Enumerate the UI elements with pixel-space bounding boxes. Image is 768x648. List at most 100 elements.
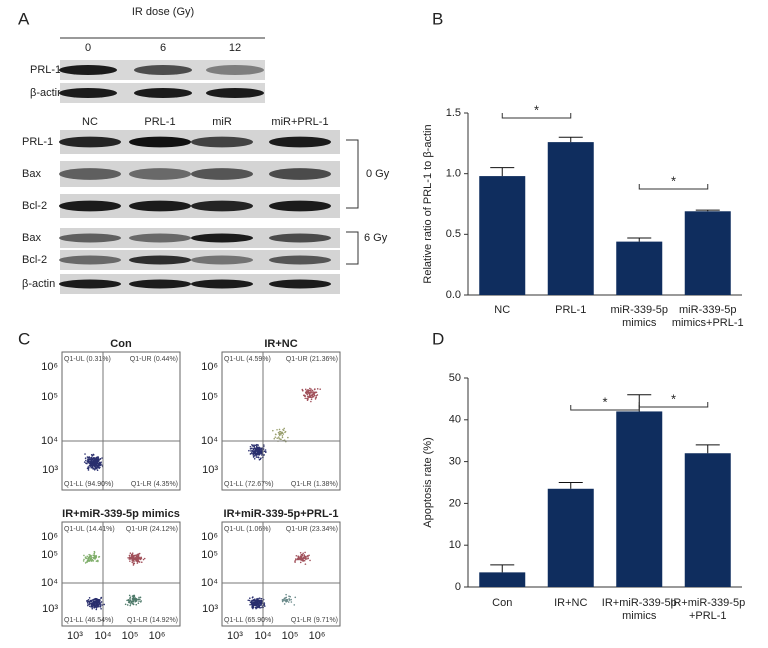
event-dot [263, 450, 266, 453]
event-dot [95, 459, 98, 462]
event-dot [284, 600, 287, 602]
event-dot [88, 560, 91, 562]
event-dot [88, 603, 90, 606]
event-dot [89, 465, 92, 467]
group-label: NC [82, 116, 98, 128]
event-dot [86, 601, 89, 604]
event-dot [87, 604, 89, 607]
event-dot [253, 458, 256, 460]
event-dot [137, 602, 140, 605]
event-dot [100, 603, 102, 606]
event-dot [304, 392, 307, 394]
blot-band [269, 136, 331, 148]
event-dot [137, 560, 140, 563]
blot-band [59, 136, 121, 148]
event-dot [140, 557, 143, 560]
event-dot [92, 453, 95, 456]
event-dot [287, 436, 289, 439]
event-dot [85, 462, 87, 465]
event-dot [124, 603, 127, 606]
event-dot [84, 556, 87, 558]
event-dot [129, 599, 131, 601]
event-dot [251, 443, 253, 446]
x-tick-label: 10⁶ [309, 630, 326, 642]
event-dot [128, 556, 131, 558]
event-dot [249, 448, 252, 450]
event-dot [95, 560, 98, 562]
event-dot [301, 559, 304, 561]
event-dot [94, 558, 96, 560]
event-dot [301, 388, 304, 391]
blot-band [191, 168, 253, 180]
event-dot [299, 557, 301, 560]
event-dot [139, 596, 142, 599]
event-dot [130, 557, 132, 560]
event-dot [93, 550, 96, 553]
bar [616, 241, 663, 295]
event-dot [87, 461, 89, 464]
event-dot [264, 450, 267, 453]
event-dot [316, 394, 319, 396]
event-dot [307, 555, 309, 558]
quadrant-label: Q1-UL (4.59%) [224, 356, 271, 363]
event-dot [295, 554, 298, 557]
flow-plot: IR+miR-339-5p+PRL-1 Q1-UL (1.06%) Q1-UR (2… [201, 508, 341, 642]
event-dot [307, 396, 310, 398]
event-dot [138, 596, 140, 599]
event-dot [130, 554, 133, 557]
event-dot [92, 556, 95, 559]
event-dot [140, 600, 142, 602]
event-dot [129, 560, 131, 562]
plot-frame [61, 521, 181, 627]
event-dot [137, 553, 140, 556]
event-dot [253, 444, 255, 446]
event-dot [127, 557, 129, 559]
event-dot [255, 602, 258, 604]
event-dot [284, 431, 286, 434]
event-dot [90, 556, 93, 559]
event-dot [260, 603, 263, 605]
event-dot [86, 555, 89, 558]
panel-label: A [18, 9, 30, 28]
event-dot [92, 560, 95, 562]
blot-band [129, 233, 191, 243]
event-dot [129, 604, 131, 607]
event-dot [255, 449, 257, 451]
event-dot [95, 599, 98, 601]
group-label: miR+PRL-1 [271, 116, 328, 128]
bar [684, 211, 731, 295]
event-dot [89, 602, 91, 605]
event-dot [257, 456, 260, 459]
event-dot [263, 453, 265, 456]
event-dot [250, 451, 253, 454]
panel-label: B [432, 9, 443, 28]
error-bar [695, 209, 720, 212]
event-dot [128, 558, 131, 560]
flow-title: IR+miR-339-5p mimics [62, 508, 180, 520]
event-dot [87, 456, 90, 459]
bracket [346, 231, 359, 265]
event-dot [89, 557, 92, 560]
event-dot [280, 431, 283, 434]
event-dot [87, 459, 89, 462]
event-dot [89, 457, 92, 459]
event-dot [285, 593, 287, 596]
x-tick-label: NC [494, 304, 511, 316]
event-dot [303, 559, 306, 562]
event-dot [277, 436, 280, 438]
event-dot [95, 608, 98, 611]
quadrant-label: Q1-LL (94.90%) [64, 481, 114, 488]
event-dot [95, 462, 97, 465]
event-dot [132, 564, 135, 566]
event-dot [272, 429, 274, 432]
bar [479, 176, 526, 295]
event-dot [311, 389, 314, 392]
blot-band [191, 279, 253, 289]
blot-row-label: PRL-1 [22, 136, 53, 148]
quadrant-label: Q1-UR (24.12%) [126, 526, 178, 533]
event-dot [128, 554, 131, 557]
event-dot [310, 391, 313, 393]
event-dot [100, 607, 102, 610]
